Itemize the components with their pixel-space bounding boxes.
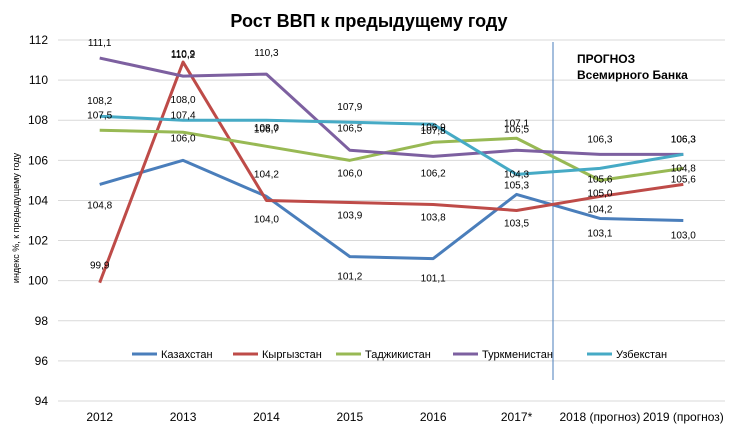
legend-label: Казахстан	[161, 349, 213, 361]
forecast-note-line1: ПРОГНОЗ	[577, 52, 635, 66]
y-tick-label: 112	[29, 33, 48, 47]
y-tick-label: 108	[28, 113, 48, 127]
series-line-3	[99, 56, 684, 158]
data-label: 106,9	[421, 122, 446, 133]
data-label: 107,5	[87, 110, 112, 121]
legend-item: Кыргызстан	[233, 349, 322, 361]
data-label: 111,1	[88, 38, 112, 49]
data-label: 108,0	[171, 95, 196, 106]
y-tick-label: 110	[29, 73, 48, 87]
legend-item: Таджикистан	[336, 349, 431, 361]
y-axis-label: индекс %, к предыдущему году	[11, 152, 21, 283]
data-label: 108,0	[254, 123, 279, 134]
data-label: 104,2	[587, 204, 612, 215]
series-line-1	[98, 60, 684, 284]
series-line-0	[99, 158, 684, 261]
chart-title: Рост ВВП к предыдущему году	[230, 11, 507, 31]
data-labels: 104,8 106,0 104,2 101,2 101,1 104,3 103,1 103,0…	[87, 38, 696, 285]
forecast-note-line2: Всемирного Банка	[577, 68, 688, 82]
data-label: 99,9	[90, 261, 110, 272]
y-tick-label: 96	[35, 354, 49, 368]
data-label: 101,2	[337, 272, 362, 283]
series-line-4	[99, 114, 684, 176]
data-label: 110,9	[171, 49, 196, 60]
x-tick-label: 2013	[170, 410, 197, 424]
y-tick-label: 104	[28, 193, 48, 207]
legend-label: Узбекстан	[616, 349, 667, 361]
x-tick-label: 2016	[420, 410, 447, 424]
x-tick-label: 2019 (прогноз)	[643, 410, 724, 424]
data-label: 103,1	[587, 228, 612, 239]
data-label: 106,0	[171, 133, 196, 144]
data-label: 104,0	[254, 214, 279, 225]
legend-label: Кыргызстан	[262, 349, 322, 361]
legend-item: Туркменистан	[453, 349, 553, 361]
data-label: 106,3	[671, 134, 696, 145]
data-label: 110,2	[171, 50, 196, 61]
data-label: 103,5	[504, 218, 529, 229]
y-tick-label: 102	[28, 234, 48, 248]
data-label: 104,3	[504, 169, 529, 180]
data-label: 105,0	[587, 188, 612, 199]
x-axis-ticks: 2012 2013 2014 2015 2016 2017* 2018 (прогноз) 2…	[86, 410, 723, 424]
data-label: 106,2	[421, 168, 446, 179]
x-tick-label: 2018 (прогноз)	[559, 410, 640, 424]
data-label: 103,9	[337, 210, 362, 221]
data-label: 107,1	[504, 118, 529, 129]
y-tick-label: 94	[35, 394, 49, 408]
legend-label: Туркменистан	[482, 349, 553, 361]
data-label: 106,3	[587, 134, 612, 145]
data-label: 105,6	[671, 174, 696, 185]
data-label: 108,2	[87, 96, 112, 107]
data-label: 106,0	[337, 168, 362, 179]
data-label: 104,2	[254, 169, 279, 180]
data-label: 106,5	[337, 123, 362, 134]
data-label: 107,4	[171, 110, 196, 121]
series-line-2	[99, 128, 684, 182]
data-label: 107,9	[337, 102, 362, 113]
x-tick-label: 2012	[86, 410, 113, 424]
x-tick-label: 2014	[253, 410, 280, 424]
legend-item: Казахстан	[132, 349, 213, 361]
x-tick-label: 2017*	[501, 410, 533, 424]
data-label: 106,7	[254, 124, 279, 135]
data-label: 101,1	[421, 274, 446, 285]
x-tick-label: 2015	[336, 410, 363, 424]
legend-item: Узбекстан	[587, 349, 667, 361]
y-axis-ticks: 94 96 98 100 102 104 106 108 110 112	[28, 33, 48, 408]
y-tick-label: 106	[28, 153, 48, 167]
gridlines	[58, 39, 725, 402]
data-label: 103,8	[421, 212, 446, 223]
data-label: 106,5	[504, 124, 529, 135]
series-lines	[98, 56, 684, 284]
legend-label: Таджикистан	[365, 349, 431, 361]
y-tick-label: 98	[35, 314, 49, 328]
data-label: 103,0	[671, 231, 696, 242]
legend: Казахстан Кыргызстан Таджикистан Туркменист…	[132, 349, 667, 361]
data-label: 107,8	[421, 126, 446, 137]
data-label: 106,3	[671, 134, 696, 145]
y-tick-label: 100	[28, 274, 48, 288]
data-label: 104,8	[87, 200, 112, 211]
data-label: 110,3	[254, 48, 279, 59]
data-label: 105,3	[504, 180, 529, 191]
data-label: 105,6	[587, 174, 612, 185]
data-label: 104,8	[671, 163, 696, 174]
